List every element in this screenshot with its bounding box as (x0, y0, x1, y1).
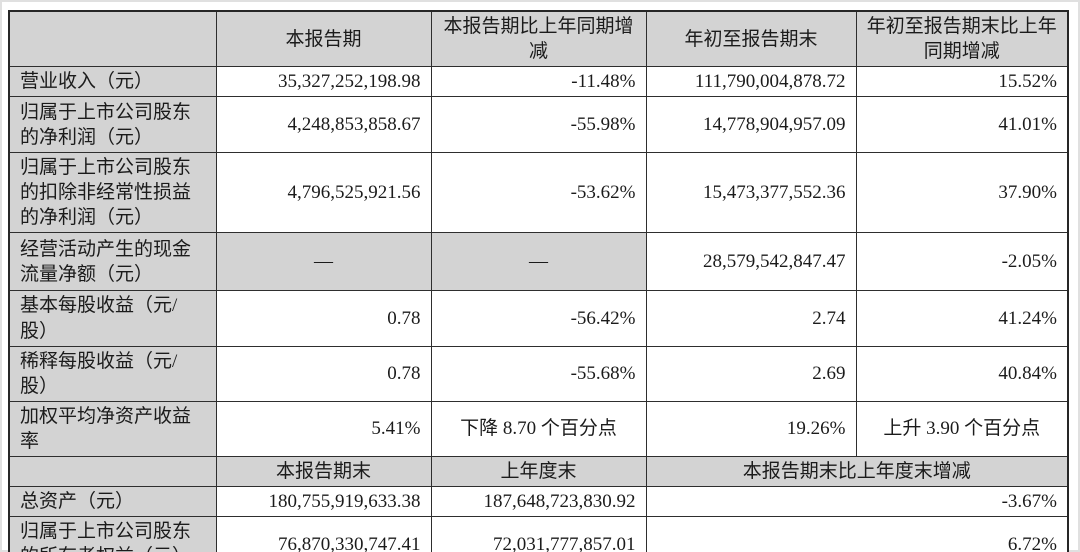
cell-net-profit-current: 4,248,853,858.67 (215, 96, 432, 154)
table-row-net-profit: 归属于上市公司股东的净利润（元） 4,248,853,858.67 -55.98… (8, 96, 1069, 154)
row-label-basic-eps: 基本每股收益（元/股） (8, 290, 217, 347)
blank-header-cell (8, 10, 217, 68)
cell-total-assets-end-of-prior-year: 187,648,723,830.92 (430, 486, 647, 518)
header-current-period: 本报告期 (215, 10, 432, 68)
header-period-end-change: 本报告期末比上年度末增减 (645, 455, 1069, 488)
cell-net-profit-ytd: 14,778,904,957.09 (645, 96, 857, 154)
financial-summary-table: 本报告期 本报告期比上年同期增减 年初至报告期末 年初至报告期末比上年同期增减 … (8, 10, 1069, 552)
cell-total-assets-change: -3.67% (645, 486, 1069, 518)
row-label-net-profit-excl-nonrecurring: 归属于上市公司股东的扣除非经常性损益的净利润（元） (8, 152, 217, 234)
row-label-total-assets: 总资产（元） (8, 486, 217, 518)
cell-diluted-eps-current: 0.78 (215, 345, 432, 402)
row-label-operating-revenue: 营业收入（元） (8, 66, 217, 98)
cell-basic-eps-ytd: 2.74 (645, 290, 857, 347)
cell-weighted-avg-roe-ytd: 19.26% (645, 400, 857, 457)
table-row-operating-revenue: 营业收入（元） 35,327,252,198.98 -11.48% 111,79… (8, 66, 1069, 98)
cell-operating-revenue-current: 35,327,252,198.98 (215, 66, 432, 98)
cell-operating-cash-flow-ytd: 28,579,542,847.47 (645, 232, 857, 292)
header-ytd: 年初至报告期末 (645, 10, 857, 68)
cell-weighted-avg-roe-current: 5.41% (215, 400, 432, 457)
table-row-basic-eps: 基本每股收益（元/股） 0.78 -56.42% 2.74 41.24% (8, 290, 1069, 347)
row-label-operating-cash-flow: 经营活动产生的现金流量净额（元） (8, 232, 217, 292)
header-end-of-prior-year: 上年度末 (430, 455, 647, 488)
table-row-total-assets: 总资产（元） 180,755,919,633.38 187,648,723,83… (8, 486, 1069, 518)
table-row-equity-attributable: 归属于上市公司股东的所有者权益（元） 76,870,330,747.41 72,… (8, 516, 1069, 552)
row-label-weighted-avg-roe: 加权平均净资产收益率 (8, 400, 217, 457)
period-header-row: 本报告期 本报告期比上年同期增减 年初至报告期末 年初至报告期末比上年同期增减 (8, 10, 1069, 68)
row-label-diluted-eps: 稀释每股收益（元/股） (8, 345, 217, 402)
cell-equity-attributable-change: 6.72% (645, 516, 1069, 552)
header-end-of-period: 本报告期末 (215, 455, 432, 488)
cell-diluted-eps-ytd-change: 40.84% (855, 345, 1069, 402)
header-ytd-change: 年初至报告期末比上年同期增减 (855, 10, 1069, 68)
header-yoy-change: 本报告期比上年同期增减 (430, 10, 647, 68)
row-label-equity-attributable: 归属于上市公司股东的所有者权益（元） (8, 516, 217, 552)
cell-operating-cash-flow-current: — (215, 232, 432, 292)
cell-basic-eps-yoy-change: -56.42% (430, 290, 647, 347)
cell-basic-eps-current: 0.78 (215, 290, 432, 347)
table-row-weighted-avg-roe: 加权平均净资产收益率 5.41% 下降 8.70 个百分点 19.26% 上升 … (8, 400, 1069, 457)
table-row-operating-cash-flow: 经营活动产生的现金流量净额（元） — — 28,579,542,847.47 -… (8, 232, 1069, 292)
cell-diluted-eps-yoy-change: -55.68% (430, 345, 647, 402)
table-row-diluted-eps: 稀释每股收益（元/股） 0.78 -55.68% 2.69 40.84% (8, 345, 1069, 402)
cell-weighted-avg-roe-ytd-change: 上升 3.90 个百分点 (855, 400, 1069, 457)
cell-net-profit-excl-nonrecurring-current: 4,796,525,921.56 (215, 152, 432, 234)
cell-operating-cash-flow-yoy-change: — (430, 232, 647, 292)
cell-total-assets-end-of-period: 180,755,919,633.38 (215, 486, 432, 518)
balance-header-row: 本报告期末 上年度末 本报告期末比上年度末增减 (8, 455, 1069, 488)
cell-net-profit-excl-nonrecurring-ytd-change: 37.90% (855, 152, 1069, 234)
table-row-net-profit-excl-nonrecurring: 归属于上市公司股东的扣除非经常性损益的净利润（元） 4,796,525,921.… (8, 152, 1069, 234)
cell-net-profit-excl-nonrecurring-ytd: 15,473,377,552.36 (645, 152, 857, 234)
cell-diluted-eps-ytd: 2.69 (645, 345, 857, 402)
cell-operating-revenue-yoy-change: -11.48% (430, 66, 647, 98)
cell-equity-attributable-end-of-prior-year: 72,031,777,857.01 (430, 516, 647, 552)
cell-net-profit-ytd-change: 41.01% (855, 96, 1069, 154)
cell-operating-revenue-ytd-change: 15.52% (855, 66, 1069, 98)
cell-net-profit-excl-nonrecurring-yoy-change: -53.62% (430, 152, 647, 234)
cell-weighted-avg-roe-yoy-change: 下降 8.70 个百分点 (430, 400, 647, 457)
blank-header-cell-2 (8, 455, 217, 488)
row-label-net-profit: 归属于上市公司股东的净利润（元） (8, 96, 217, 154)
cell-operating-revenue-ytd: 111,790,004,878.72 (645, 66, 857, 98)
cell-equity-attributable-end-of-period: 76,870,330,747.41 (215, 516, 432, 552)
cell-operating-cash-flow-ytd-change: -2.05% (855, 232, 1069, 292)
cell-net-profit-yoy-change: -55.98% (430, 96, 647, 154)
cell-basic-eps-ytd-change: 41.24% (855, 290, 1069, 347)
